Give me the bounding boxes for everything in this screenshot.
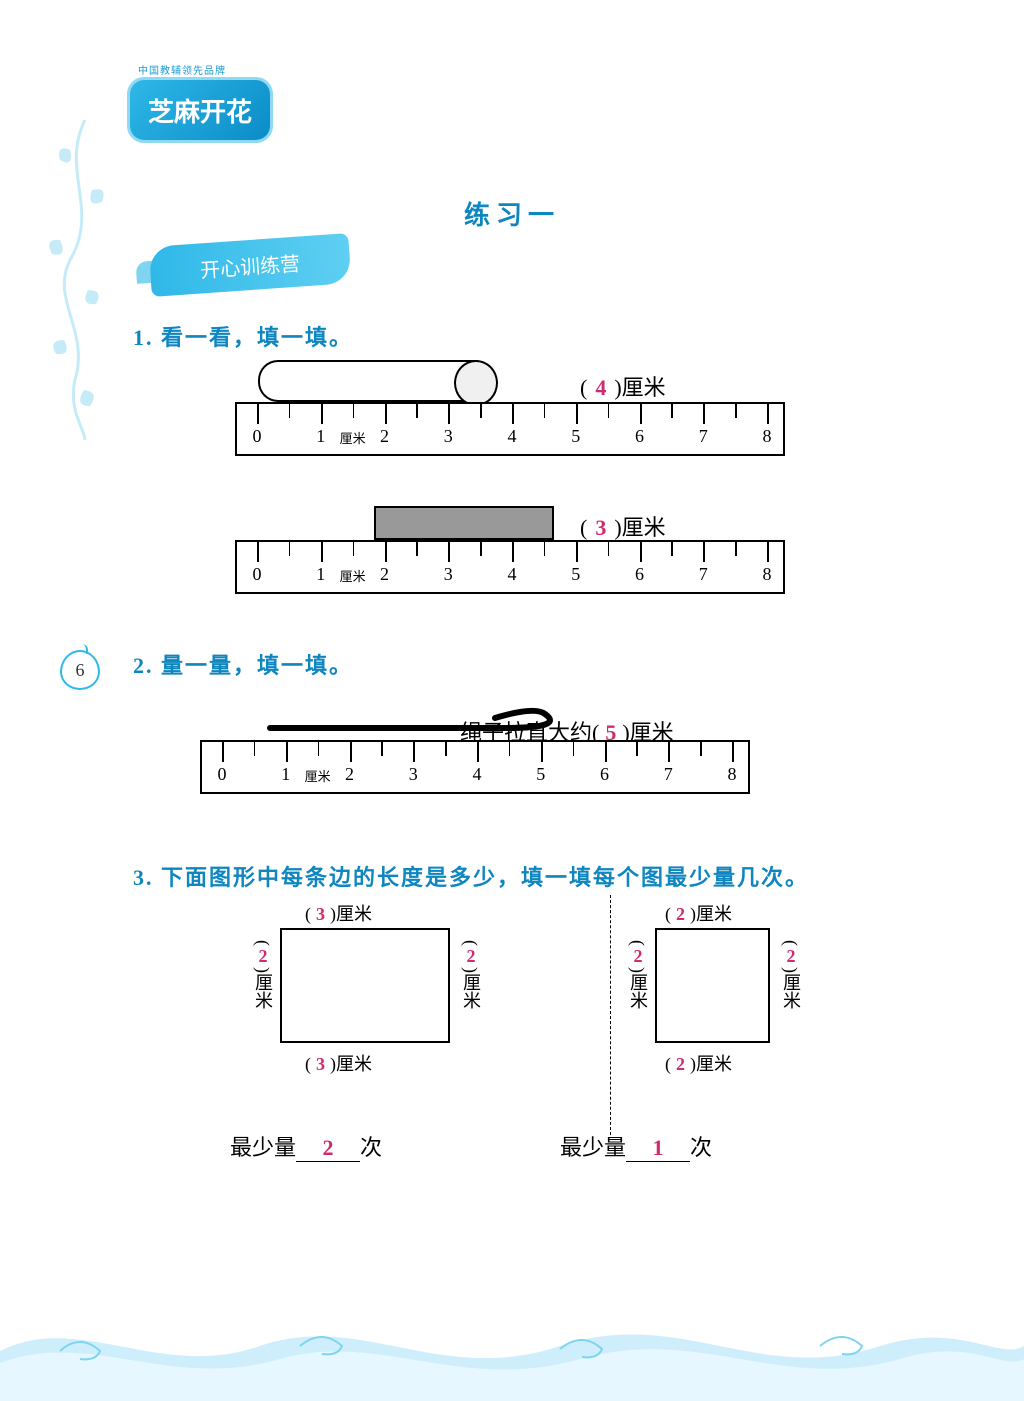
camp-banner: 开心训练营 <box>148 233 351 297</box>
min-label: 最少量 <box>230 1135 296 1160</box>
edge-value: 3 <box>311 1054 330 1074</box>
edge-value: 2 <box>671 1054 690 1074</box>
edge-unit: 厘米 <box>781 973 801 1009</box>
edge-unit: 厘米 <box>628 973 648 1009</box>
brand-badge: 芝麻开花 <box>130 80 270 140</box>
edge-value: 3 <box>311 904 330 924</box>
answer-value: 4 <box>587 375 614 400</box>
edge-value: 2 <box>254 946 273 967</box>
q1-answer-2: (3)厘米 <box>580 510 666 542</box>
edge-value: 2 <box>671 904 690 924</box>
edge-right: (2)厘米 <box>778 940 804 1009</box>
edge-unit: 厘米 <box>696 904 732 924</box>
ruler-body: 01厘米2345678 <box>235 402 785 456</box>
edge-unit: 厘米 <box>253 973 273 1009</box>
answer-unit: 厘米 <box>622 515 666 540</box>
edge-value: 2 <box>782 946 801 967</box>
min-value: 1 <box>643 1135 674 1160</box>
q2-ruler: 01厘米2345678 <box>200 740 750 794</box>
ruler-body: 01厘米2345678 <box>235 540 785 594</box>
q1-ruler-2: 01厘米2345678 <box>235 540 785 594</box>
edge-left: (2)厘米 <box>250 940 276 1009</box>
q3-min-times-1: 最少量 2次 <box>230 1130 382 1162</box>
q3-min-times-2: 最少量 1次 <box>560 1130 712 1162</box>
page-number-apple: 6 <box>60 650 100 690</box>
edge-unit: 厘米 <box>461 973 481 1009</box>
shape-box <box>655 928 770 1043</box>
q2-heading: 2. 量一量，填一填。 <box>133 648 353 680</box>
ruler-body: 01厘米2345678 <box>200 740 750 794</box>
q1-heading: 1. 看一看，填一填。 <box>133 320 353 352</box>
q1-rect <box>374 506 554 540</box>
edge-unit: 厘米 <box>336 904 372 924</box>
divider <box>610 895 611 1135</box>
q1-answer-1: (4)厘米 <box>580 370 666 402</box>
shape-box <box>280 928 450 1043</box>
q1-ruler-1: 01厘米2345678 <box>235 402 785 456</box>
min-value: 2 <box>313 1135 344 1160</box>
edge-top: (3)厘米 <box>305 900 372 926</box>
answer-value: 3 <box>587 515 614 540</box>
worksheet-page: 中国教辅领先品牌 芝麻开花 练习一 开心训练营 1. 看一看，填一填。 01厘米… <box>0 0 1024 1401</box>
edge-top: (2)厘米 <box>665 900 732 926</box>
brand-tagline: 中国教辅领先品牌 <box>138 62 226 77</box>
page-title: 练习一 <box>0 195 1024 232</box>
min-suffix: 次 <box>690 1135 712 1160</box>
answer-unit: 厘米 <box>622 375 666 400</box>
page-number: 6 <box>76 660 85 681</box>
bottom-wave <box>0 1291 1024 1401</box>
edge-left: (2)厘米 <box>625 940 651 1009</box>
edge-unit: 厘米 <box>696 1054 732 1074</box>
edge-value: 2 <box>629 946 648 967</box>
vine-decoration <box>30 120 140 440</box>
edge-unit: 厘米 <box>336 1054 372 1074</box>
edge-bottom: (2)厘米 <box>665 1050 732 1076</box>
edge-bottom: (3)厘米 <box>305 1050 372 1076</box>
edge-right: (2)厘米 <box>458 940 484 1009</box>
q1-cylinder <box>258 360 478 402</box>
edge-value: 2 <box>462 946 481 967</box>
min-suffix: 次 <box>360 1135 382 1160</box>
min-label: 最少量 <box>560 1135 626 1160</box>
q3-heading: 3. 下面图形中每条边的长度是多少，填一填每个图最少量几次。 <box>133 860 809 892</box>
